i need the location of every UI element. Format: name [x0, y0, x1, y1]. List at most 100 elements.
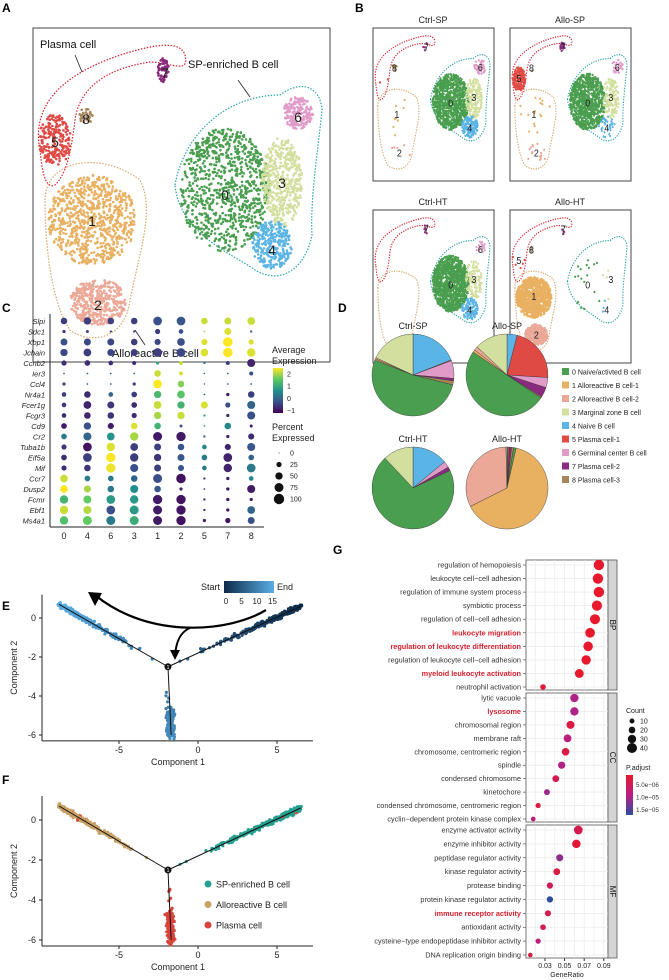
cell-point [199, 194, 203, 197]
cell-point [258, 208, 262, 212]
cell-point [74, 239, 77, 242]
cell-point [116, 250, 120, 254]
cell-point [291, 205, 295, 208]
cell-point [300, 171, 303, 175]
cell-point [54, 214, 58, 217]
cell-point [112, 246, 115, 250]
cell-point [41, 138, 44, 142]
cell-point [483, 70, 486, 74]
cell-point [190, 189, 194, 193]
cell-point [108, 193, 111, 196]
cell-point [78, 183, 82, 187]
cell-point [269, 156, 272, 159]
cell-point [210, 224, 214, 227]
cell-point [271, 196, 275, 199]
cell-point [193, 229, 197, 232]
cell-point [254, 232, 257, 236]
cell-point [194, 197, 197, 201]
cell-point [239, 208, 242, 212]
cell-point [207, 177, 210, 181]
cell-point [85, 293, 88, 296]
cell-point [113, 209, 117, 212]
cell-point [69, 181, 73, 185]
cell-point [293, 150, 297, 154]
cell-point [243, 243, 247, 246]
cell-point [201, 143, 204, 147]
cell-point [284, 116, 287, 120]
cell-point [214, 163, 218, 167]
cell-point [194, 205, 198, 208]
cell-point [455, 121, 458, 125]
cell-point [131, 229, 134, 232]
cell-point [262, 198, 266, 202]
cell-point [274, 161, 277, 165]
cell-point [446, 104, 449, 107]
cell-point [280, 223, 283, 226]
cell-point [226, 227, 230, 231]
condition-title: Allo-SP [555, 15, 585, 25]
cell-point [111, 228, 114, 231]
cell-point [281, 164, 285, 168]
cell-point [92, 251, 96, 254]
cell-point [198, 170, 202, 174]
cell-point [205, 236, 208, 240]
cell-point [257, 192, 260, 196]
cell-point [92, 318, 96, 322]
cell-point [241, 134, 245, 138]
cell-point [232, 215, 236, 219]
cell-point [217, 140, 220, 144]
cell-point [253, 201, 256, 205]
cell-point [102, 289, 106, 293]
cell-point [255, 175, 259, 179]
cell-point [262, 224, 266, 227]
cluster-label-6: 6 [478, 62, 483, 74]
cell-point [58, 157, 61, 160]
cell-point [112, 211, 116, 215]
cell-point [107, 184, 110, 187]
cell-point [278, 209, 281, 213]
cell-point [187, 162, 191, 166]
cell-point [164, 59, 168, 63]
cell-point [68, 144, 71, 148]
cell-point [222, 234, 226, 237]
cell-point [236, 130, 239, 134]
cell-point [195, 153, 199, 156]
cell-point [462, 109, 465, 112]
cell-point [207, 136, 211, 140]
cell-point [108, 289, 111, 292]
cell-point [278, 257, 281, 260]
cell-point [434, 112, 437, 115]
cell-point [255, 158, 259, 161]
cell-point [217, 174, 221, 178]
cell-point [255, 224, 258, 228]
cell-point [125, 233, 129, 237]
cell-point [287, 158, 290, 162]
cell-point [54, 150, 57, 154]
cell-point [184, 189, 188, 192]
panel-label-d: D [338, 301, 347, 315]
cell-point [476, 110, 479, 114]
cell-point [111, 188, 114, 191]
cell-point [203, 159, 206, 163]
cell-point [200, 213, 204, 217]
cell-point [239, 162, 242, 165]
cell-point [91, 181, 94, 184]
cell-point [263, 260, 266, 263]
cell-point [291, 162, 295, 165]
cell-point [460, 81, 463, 84]
cell-point [115, 304, 119, 307]
cell-point [93, 230, 97, 234]
cell-point [223, 134, 227, 138]
cell-point [102, 250, 106, 253]
cell-point [64, 122, 68, 126]
cell-point [64, 157, 68, 161]
cell-point [77, 177, 80, 181]
cell-point [282, 240, 286, 243]
cell-point [83, 182, 87, 185]
cell-point [294, 211, 298, 215]
cell-point [272, 165, 275, 169]
cell-point [217, 130, 221, 133]
cell-point [95, 204, 99, 208]
cluster-label-3: 3 [278, 175, 286, 191]
